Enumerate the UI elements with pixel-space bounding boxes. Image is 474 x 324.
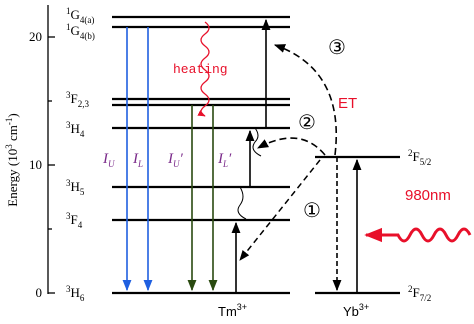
tick-label: 0 <box>36 285 43 300</box>
axis-title: Energy (103 cm-1) <box>4 113 20 206</box>
step-label: ② <box>298 112 316 134</box>
level-label: 3H6 <box>66 284 85 303</box>
level-label: 3F4 <box>66 211 83 230</box>
emission-arrows <box>122 18 472 293</box>
level-label: 1G4(a) <box>66 6 94 25</box>
step-label: ① <box>303 200 321 222</box>
ion-label: Yb3+ <box>343 302 369 319</box>
et-label: ET <box>338 95 357 112</box>
transition-label: IL′ <box>217 151 232 169</box>
level-label: 1G4(b) <box>66 22 95 41</box>
y-axis <box>47 5 55 294</box>
level-label: 3H4 <box>66 120 85 139</box>
laser-label: 980nm <box>405 187 451 204</box>
level-label: 3H5 <box>66 178 85 197</box>
transition-label: IU′ <box>167 151 184 169</box>
ion-label: Tm3+ <box>218 302 247 319</box>
levels <box>112 15 400 295</box>
level-label: 2F5/2 <box>408 148 431 167</box>
heating-label: heating <box>173 62 228 77</box>
level-label: 2F7/2 <box>408 284 431 303</box>
step-label: ③ <box>328 37 346 59</box>
level-label: 3F2,3 <box>66 90 89 109</box>
tick-label: 20 <box>29 29 42 44</box>
transition-label: IU <box>102 151 115 169</box>
tick-label: 10 <box>29 157 42 172</box>
transition-label: IL <box>132 151 143 169</box>
